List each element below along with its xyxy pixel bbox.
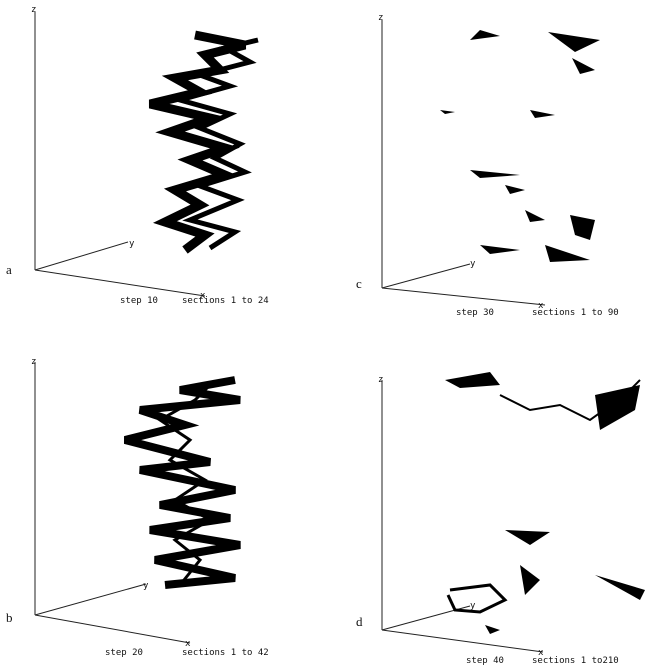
x-axis bbox=[382, 288, 545, 305]
panel-c: z x y c step 30 sections 1 to 90 bbox=[356, 13, 619, 318]
x-axis bbox=[35, 615, 190, 643]
step-label: step 40 bbox=[466, 656, 504, 666]
step-label: step 10 bbox=[120, 296, 158, 306]
step-label: step 20 bbox=[105, 648, 143, 658]
step-label: step 30 bbox=[456, 308, 494, 318]
fragment bbox=[440, 30, 600, 262]
y-axis bbox=[35, 584, 146, 615]
y-label: y bbox=[470, 601, 476, 611]
fragment bbox=[445, 372, 645, 634]
sections-label: sections 1 to 90 bbox=[532, 308, 619, 318]
sections-label: sections 1 to 24 bbox=[182, 296, 269, 306]
z-label: z bbox=[378, 13, 383, 23]
z-label: z bbox=[378, 375, 383, 385]
panel-d: z y x d step 40 sections 1 to210 bbox=[356, 375, 619, 666]
y-label: y bbox=[129, 239, 135, 249]
z-label: z bbox=[31, 5, 36, 15]
wireframe bbox=[125, 380, 240, 585]
y-label: y bbox=[143, 581, 149, 591]
y-axis bbox=[35, 242, 128, 270]
z-label: z bbox=[31, 357, 36, 367]
wireframe bbox=[448, 585, 505, 612]
x-axis bbox=[35, 270, 205, 296]
figure: z y x a step 10 sections 1 to 24 z y x b… bbox=[0, 0, 653, 666]
y-label: y bbox=[470, 259, 476, 269]
sections-label: sections 1 to 42 bbox=[182, 648, 269, 658]
panel-letter: d bbox=[356, 614, 363, 629]
x-axis bbox=[382, 630, 543, 652]
y-axis bbox=[382, 264, 470, 288]
panel-letter: c bbox=[356, 276, 362, 291]
wireframes bbox=[125, 30, 645, 634]
panel-letter: b bbox=[6, 610, 13, 625]
sections-label: sections 1 to210 bbox=[532, 656, 619, 666]
panel-letter: a bbox=[6, 262, 12, 277]
